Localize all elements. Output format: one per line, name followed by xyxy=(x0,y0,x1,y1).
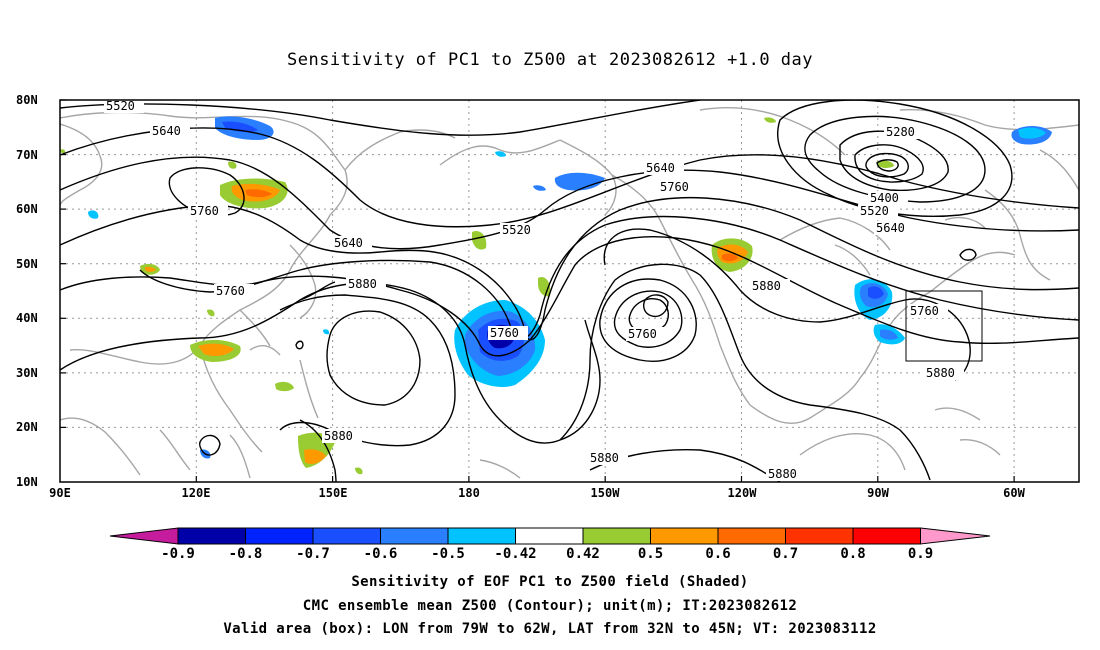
colorbar-bin xyxy=(785,527,854,545)
contour-labels: 5520 5640 5760 5640 5760 5880 5520 5760 … xyxy=(104,99,964,481)
colorbar-bin xyxy=(245,527,314,545)
contour-label: 5520 xyxy=(106,99,135,113)
lon-label: 120E xyxy=(182,486,211,500)
colorbar-low-triangle xyxy=(109,527,179,545)
colorbar-bin xyxy=(582,527,651,545)
contour-label: 5880 xyxy=(926,366,955,380)
contour-label: 5760 xyxy=(660,180,689,194)
lat-label: 60N xyxy=(16,202,38,216)
colorbar-bin xyxy=(177,527,246,545)
lat-lon-grid xyxy=(60,100,1079,482)
colorbar-label: -0.5 xyxy=(431,546,465,562)
lon-label: 150W xyxy=(591,486,621,500)
contour-label: 5640 xyxy=(152,124,181,138)
latitude-labels: 80N 70N 60N 50N 40N 30N 20N 10N xyxy=(16,93,38,489)
contour-label: 5760 xyxy=(216,284,245,298)
lon-label: 150E xyxy=(319,486,348,500)
colorbar-label: 0.8 xyxy=(840,546,865,562)
map-frame xyxy=(59,99,1080,483)
contour-label: 5520 xyxy=(502,223,531,237)
contour-label: 5640 xyxy=(646,161,675,175)
colorbar-bin xyxy=(312,527,381,545)
caption-valid-area: Valid area (box): LON from 79W to 62W, L… xyxy=(223,621,877,637)
page-title: Sensitivity of PC1 to Z500 at 2023082612… xyxy=(286,50,813,70)
contour-label: 5400 xyxy=(870,191,899,205)
colorbar-bin xyxy=(447,527,516,545)
contour-label: 5880 xyxy=(768,467,797,481)
colorbar-label: 0.9 xyxy=(908,546,933,562)
lon-label: 90E xyxy=(49,486,71,500)
contour-label: 5640 xyxy=(876,221,905,235)
caption-shaded: Sensitivity of EOF PC1 to Z500 field (Sh… xyxy=(351,574,749,590)
lon-label: 60W xyxy=(1003,486,1025,500)
lon-label: 120W xyxy=(728,486,758,500)
colorbar-bin xyxy=(717,527,786,545)
lat-label: 20N xyxy=(16,420,38,434)
lat-label: 80N xyxy=(16,93,38,107)
colorbar-label: 0.7 xyxy=(773,546,798,562)
colorbar-label: 0.5 xyxy=(638,546,663,562)
colorbar-bin xyxy=(515,527,584,545)
contour-label: 5760 xyxy=(628,327,657,341)
contour-label: 5520 xyxy=(860,204,889,218)
lat-label: 70N xyxy=(16,148,38,162)
contour-label: 5880 xyxy=(348,277,377,291)
colorbar-label: 0.42 xyxy=(566,546,600,562)
axis-ticks xyxy=(60,99,1015,482)
contour-label: 5640 xyxy=(334,236,363,250)
colorbar-bin xyxy=(380,527,449,545)
colorbar: -0.9 -0.8 -0.7 -0.6 -0.5 -0.42 0.42 0.5 … xyxy=(109,527,991,562)
contour-label: 5760 xyxy=(910,304,939,318)
contour-label: 5760 xyxy=(490,326,519,340)
colorbar-bin xyxy=(852,527,921,545)
colorbar-label: 0.6 xyxy=(705,546,730,562)
colorbar-bin xyxy=(650,527,719,545)
colorbar-label: -0.9 xyxy=(161,546,195,562)
contour-label: 5880 xyxy=(590,451,619,465)
longitude-labels: 90E 120E 150E 180 150W 120W 90W 60W xyxy=(49,486,1025,500)
contour-label: 5760 xyxy=(190,204,219,218)
lat-label: 50N xyxy=(16,257,38,271)
lat-label: 10N xyxy=(16,475,38,489)
lon-label: 180 xyxy=(458,486,480,500)
lat-label: 30N xyxy=(16,366,38,380)
contour-label: 5880 xyxy=(752,279,781,293)
colorbar-high-triangle xyxy=(920,527,991,545)
colorbar-label: -0.42 xyxy=(494,546,536,562)
colorbar-label: -0.8 xyxy=(229,546,263,562)
contour-label: 5280 xyxy=(886,125,915,139)
lat-label: 40N xyxy=(16,311,38,325)
lon-label: 90W xyxy=(867,486,889,500)
caption-contour: CMC ensemble mean Z500 (Contour); unit(m… xyxy=(302,598,798,614)
colorbar-label: -0.6 xyxy=(364,546,398,562)
valid-area-box xyxy=(905,290,983,362)
contour-label: 5880 xyxy=(324,429,353,443)
colorbar-label: -0.7 xyxy=(296,546,330,562)
